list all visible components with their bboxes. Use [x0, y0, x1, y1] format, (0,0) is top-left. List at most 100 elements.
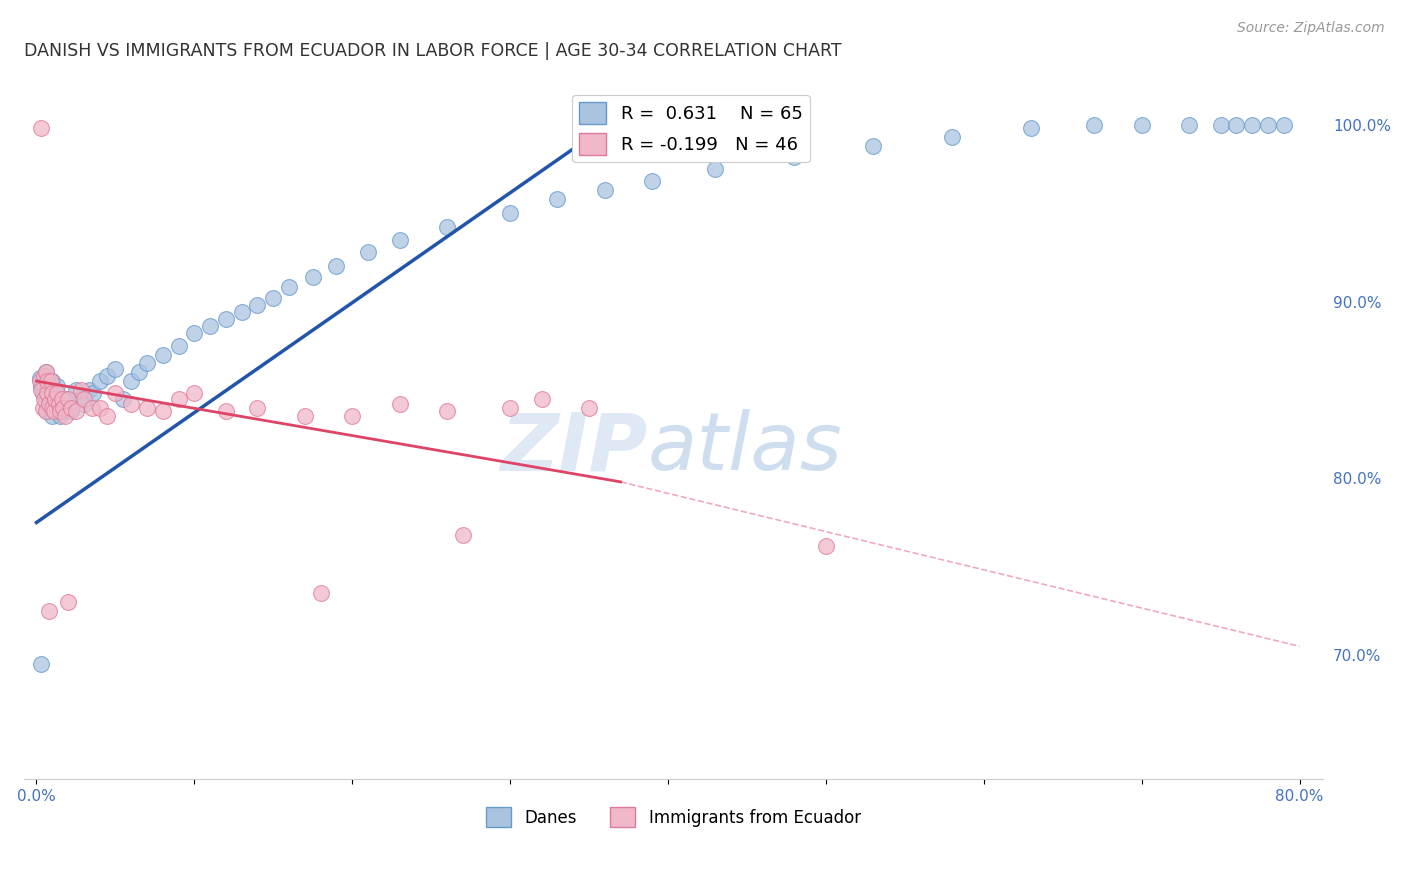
- Point: [34, 374, 56, 388]
- Point: [30, 657, 52, 671]
- Point: [136, 401, 159, 415]
- Point: [783, 149, 806, 163]
- Point: [60, 401, 83, 415]
- Point: [183, 386, 205, 401]
- Point: [44, 392, 66, 406]
- Point: [198, 319, 221, 334]
- Point: [73, 392, 96, 406]
- Point: [48, 397, 70, 411]
- Point: [51, 392, 73, 406]
- Point: [96, 368, 118, 383]
- Point: [104, 386, 127, 401]
- Point: [215, 312, 238, 326]
- Point: [35, 365, 58, 379]
- Point: [60, 404, 83, 418]
- Point: [96, 409, 118, 424]
- Point: [48, 401, 70, 415]
- Point: [77, 383, 100, 397]
- Point: [28, 374, 51, 388]
- Point: [31, 401, 53, 415]
- Point: [42, 397, 65, 411]
- Point: [51, 404, 73, 418]
- Point: [499, 401, 522, 415]
- Point: [704, 161, 727, 176]
- Point: [41, 401, 63, 415]
- Point: [38, 397, 60, 411]
- Point: [28, 370, 51, 384]
- Point: [530, 392, 553, 406]
- Point: [41, 409, 63, 424]
- Point: [167, 392, 190, 406]
- Point: [183, 326, 205, 341]
- Point: [39, 374, 62, 388]
- Point: [152, 404, 174, 418]
- Point: [246, 401, 269, 415]
- Point: [65, 383, 87, 397]
- Point: [45, 379, 67, 393]
- Point: [35, 365, 58, 379]
- Point: [546, 192, 568, 206]
- Point: [37, 386, 59, 401]
- Point: [31, 386, 53, 401]
- Point: [1257, 118, 1279, 132]
- Point: [49, 404, 72, 418]
- Point: [342, 409, 364, 424]
- Point: [814, 539, 837, 553]
- Point: [1178, 118, 1201, 132]
- Text: ZIP: ZIP: [501, 409, 648, 487]
- Point: [53, 409, 76, 424]
- Point: [35, 404, 58, 418]
- Point: [388, 397, 411, 411]
- Point: [246, 298, 269, 312]
- Point: [49, 409, 72, 424]
- Point: [436, 220, 458, 235]
- Point: [128, 365, 150, 379]
- Point: [89, 374, 111, 388]
- Point: [45, 386, 67, 401]
- Text: atlas: atlas: [648, 409, 842, 487]
- Point: [388, 233, 411, 247]
- Point: [357, 245, 380, 260]
- Point: [41, 374, 63, 388]
- Point: [278, 280, 301, 294]
- Point: [578, 401, 600, 415]
- Point: [37, 379, 59, 393]
- Point: [1241, 118, 1264, 132]
- Point: [136, 356, 159, 370]
- Point: [82, 386, 104, 401]
- Point: [39, 401, 62, 415]
- Point: [30, 383, 52, 397]
- Point: [301, 269, 323, 284]
- Point: [53, 392, 76, 406]
- Point: [215, 404, 238, 418]
- Point: [80, 401, 103, 415]
- Point: [262, 291, 284, 305]
- Point: [451, 528, 474, 542]
- Point: [38, 604, 60, 618]
- Point: [1272, 118, 1295, 132]
- Legend: Danes, Immigrants from Ecuador: Danes, Immigrants from Ecuador: [479, 800, 868, 834]
- Text: Source: ZipAtlas.com: Source: ZipAtlas.com: [1237, 21, 1385, 36]
- Point: [41, 386, 63, 401]
- Point: [294, 409, 316, 424]
- Point: [1019, 121, 1042, 136]
- Point: [56, 401, 79, 415]
- Point: [69, 383, 91, 397]
- Point: [120, 374, 142, 388]
- Point: [89, 401, 111, 415]
- Point: [44, 392, 66, 406]
- Point: [30, 379, 52, 393]
- Point: [112, 392, 135, 406]
- Point: [641, 174, 664, 188]
- Point: [120, 397, 142, 411]
- Point: [69, 392, 91, 406]
- Point: [1225, 118, 1247, 132]
- Point: [862, 139, 884, 153]
- Point: [499, 206, 522, 220]
- Point: [325, 259, 347, 273]
- Point: [34, 392, 56, 406]
- Point: [941, 130, 963, 145]
- Point: [167, 339, 190, 353]
- Point: [30, 121, 52, 136]
- Point: [37, 374, 59, 388]
